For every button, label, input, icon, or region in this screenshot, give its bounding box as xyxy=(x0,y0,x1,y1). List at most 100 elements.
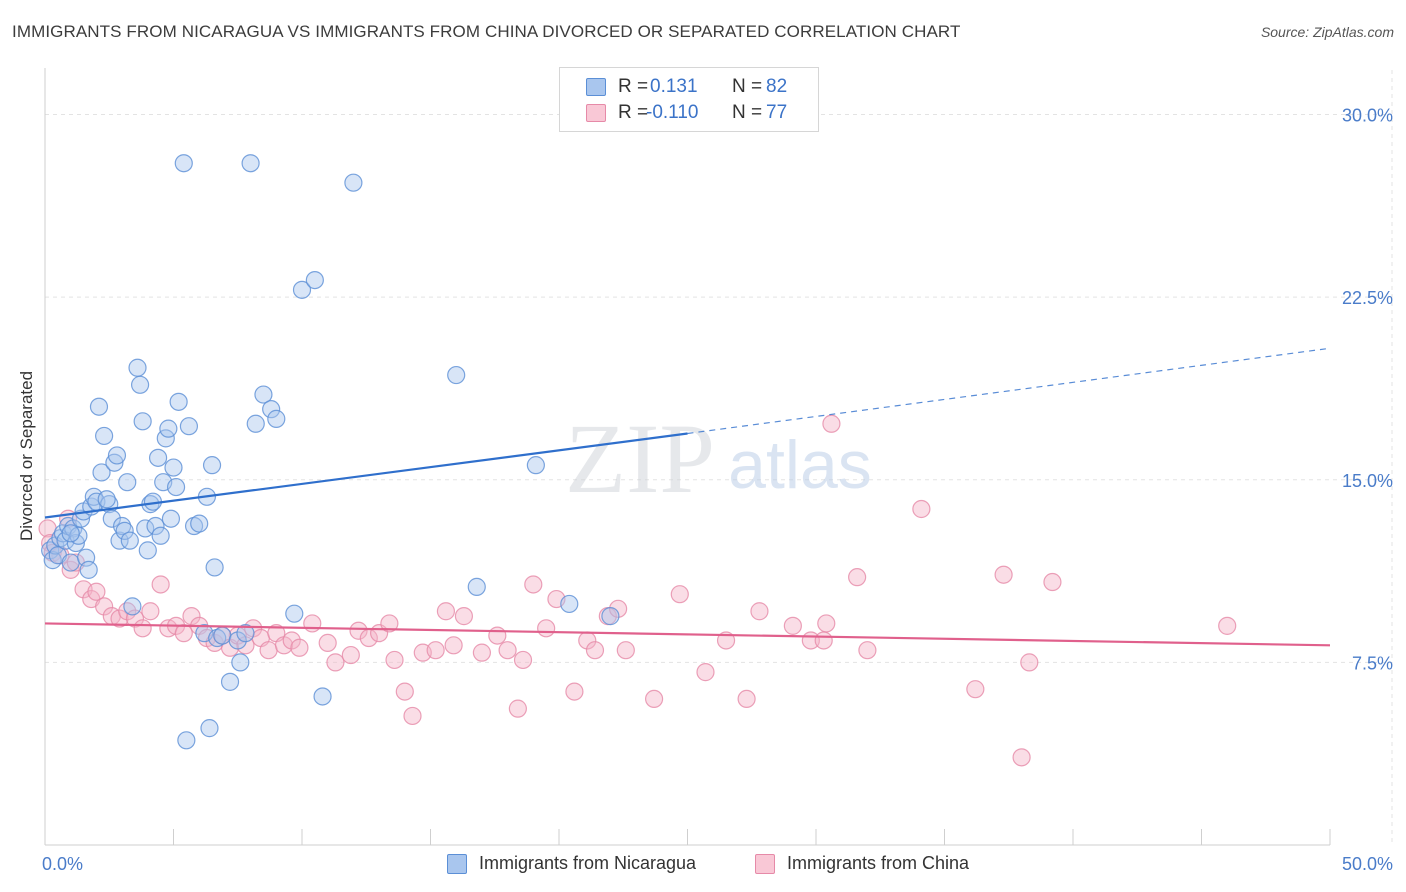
china-point xyxy=(110,609,129,628)
china-point xyxy=(403,706,422,726)
nicaragua-point xyxy=(166,477,186,497)
y-tick-label: 7.5% xyxy=(1352,653,1393,673)
china-point xyxy=(609,599,628,618)
nicaragua-point xyxy=(107,446,127,465)
china-point xyxy=(87,582,106,601)
china-point xyxy=(817,614,836,633)
nicaragua-point xyxy=(447,365,466,385)
legend-swatch-china xyxy=(755,854,775,874)
china-point xyxy=(318,633,337,653)
nicaragua-point xyxy=(228,631,247,650)
source-label[interactable]: Source: ZipAtlas.com xyxy=(1260,24,1394,40)
nicaragua-point xyxy=(151,526,170,545)
legend-swatch-nicaragua xyxy=(447,854,467,874)
nicaragua-point xyxy=(146,516,165,536)
china-point xyxy=(385,650,404,670)
china-trend-line xyxy=(44,622,1331,647)
china-points xyxy=(38,414,1237,767)
legend-swatch-china xyxy=(586,104,606,122)
nicaragua-point xyxy=(138,541,157,560)
legend-label-nicaragua: Immigrants from Nicaragua xyxy=(479,853,697,873)
nicaragua-point xyxy=(169,392,188,411)
watermark-zip: ZIP xyxy=(565,403,715,514)
china-point xyxy=(303,614,322,633)
nicaragua-point xyxy=(526,456,545,475)
nicaragua-point xyxy=(148,448,168,467)
nicaragua-point xyxy=(231,653,250,672)
trend-lines xyxy=(44,347,1331,647)
series-legend: Immigrants from Nicaragua Immigrants fro… xyxy=(0,852,1406,878)
nicaragua-point xyxy=(61,524,80,543)
china-point xyxy=(814,631,833,650)
nicaragua-point xyxy=(246,414,265,433)
legend-swatch-nicaragua xyxy=(586,78,606,96)
legend-n-value: 77 xyxy=(766,102,788,123)
nicaragua-point xyxy=(120,531,139,550)
nicaragua-point xyxy=(305,270,324,290)
china-point xyxy=(174,624,193,643)
china-point xyxy=(488,626,507,645)
china-point xyxy=(182,607,201,626)
legend-n-label: N = xyxy=(732,76,763,97)
nicaragua-point xyxy=(179,417,199,436)
nicaragua-point xyxy=(202,456,222,475)
china-point xyxy=(1043,572,1062,592)
nicaragua-point xyxy=(123,597,142,616)
china-point xyxy=(118,602,137,621)
nicaragua-point xyxy=(292,280,312,299)
china-point xyxy=(1020,653,1039,672)
legend-r-label: R = xyxy=(618,76,649,97)
x-tick-label: 0.0% xyxy=(42,854,83,874)
legend-label-china: Immigrants from China xyxy=(787,853,970,873)
china-point xyxy=(912,499,931,519)
nicaragua-point xyxy=(105,453,124,472)
legend-n-label: N = xyxy=(732,102,763,123)
nicaragua-point xyxy=(205,558,224,577)
china-point xyxy=(822,414,841,433)
china-point xyxy=(508,699,527,718)
nicaragua-point xyxy=(262,400,281,419)
china-point xyxy=(750,602,769,621)
nicaragua-trend-line xyxy=(44,432,688,519)
nicaragua-point xyxy=(164,458,183,477)
correlation-legend: R = 0.131 N = 82 R = -0.110 N = 77 xyxy=(559,67,819,132)
watermark: ZIP atlas xyxy=(565,403,872,514)
nicaragua-point xyxy=(102,509,121,528)
grid-lines xyxy=(45,70,1393,845)
legend-r-label: R = xyxy=(618,102,649,123)
china-point xyxy=(716,631,736,650)
china-point xyxy=(282,631,301,650)
nicaragua-point xyxy=(95,426,114,446)
x-tick-label: 50.0% xyxy=(1342,854,1393,874)
y-tick-labels: 7.5% 15.0% 22.5% 30.0% xyxy=(1342,106,1393,674)
china-point xyxy=(783,616,802,635)
china-point xyxy=(395,682,414,701)
china-point xyxy=(151,575,170,594)
nicaragua-point xyxy=(118,473,137,492)
nicaragua-point xyxy=(200,719,219,738)
legend-r-value: 0.131 xyxy=(650,76,698,97)
china-point xyxy=(585,641,605,660)
y-tick-label: 22.5% xyxy=(1342,288,1393,308)
china-point xyxy=(848,568,867,587)
y-tick-label: 15.0% xyxy=(1342,471,1393,491)
china-point xyxy=(141,602,160,621)
legend-r-value: -0.110 xyxy=(646,102,699,123)
china-point xyxy=(513,650,533,670)
china-point xyxy=(444,636,463,655)
china-point xyxy=(436,602,456,621)
axes xyxy=(44,68,1331,846)
y-tick-label: 30.0% xyxy=(1342,106,1393,126)
china-point xyxy=(670,585,689,604)
china-point xyxy=(1012,748,1031,767)
watermark-atlas: atlas xyxy=(728,427,872,503)
nicaragua-point xyxy=(133,412,152,431)
x-tick-labels: 0.0% 50.0% xyxy=(42,854,1393,874)
nicaragua-point xyxy=(601,607,620,626)
nicaragua-point xyxy=(112,516,132,536)
china-point xyxy=(472,643,491,662)
nicaragua-point xyxy=(313,687,332,706)
china-point xyxy=(858,641,877,660)
nicaragua-point xyxy=(130,375,150,394)
nicaragua-point xyxy=(236,624,255,643)
